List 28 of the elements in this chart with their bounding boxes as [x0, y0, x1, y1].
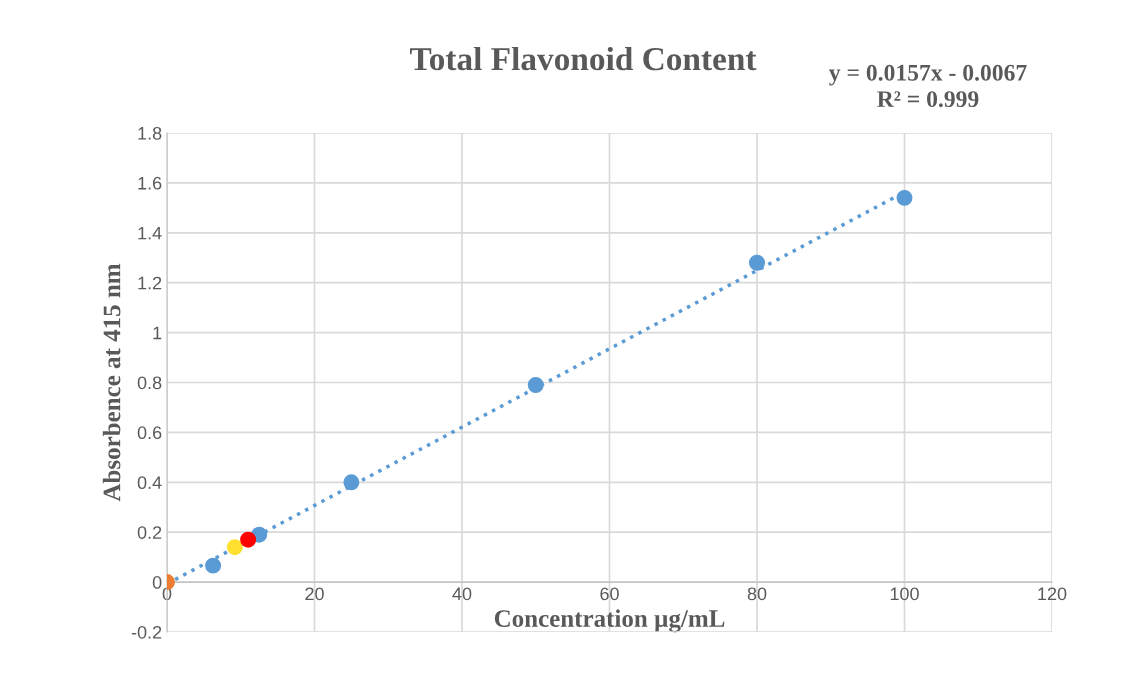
y-tick-label: -0.2: [131, 625, 162, 639]
y-axis-title: Absorbence at 415 nm: [102, 263, 121, 502]
x-axis-title: Concentration µg/mL: [494, 609, 725, 633]
point: [896, 189, 913, 206]
y-tick-label: 1.6: [138, 176, 162, 190]
y-tick-label: 0: [152, 576, 162, 589]
x-tick-label: 80: [747, 587, 767, 601]
y-tick-label: 1: [153, 326, 162, 340]
chart-title: Total Flavonoid Content: [410, 46, 757, 71]
y-tick-label: 0.4: [137, 476, 162, 490]
y-tick-label: 1.2: [138, 276, 162, 290]
y-tick-label: 1.8: [138, 126, 162, 140]
point: [749, 254, 765, 271]
y-tick-label: 0.8: [137, 376, 162, 390]
point: [205, 557, 222, 574]
text: y = 0.0157x - 0.0067 R² = 0.999: [829, 64, 1027, 108]
x-tick-label: 40: [452, 587, 472, 601]
y-tick-label: 0.2: [137, 526, 162, 539]
x-tick-label: 60: [600, 587, 619, 601]
y-tick-label: 1.4: [138, 226, 162, 240]
x-tick-label: 20: [305, 587, 324, 601]
point: [527, 377, 544, 393]
y-tick-label: 0.6: [137, 426, 162, 440]
x-tick-label: 120: [1038, 587, 1067, 601]
point: [240, 531, 257, 548]
point: [226, 539, 243, 556]
x-tick-label: 100: [890, 587, 919, 601]
point: [343, 474, 360, 491]
